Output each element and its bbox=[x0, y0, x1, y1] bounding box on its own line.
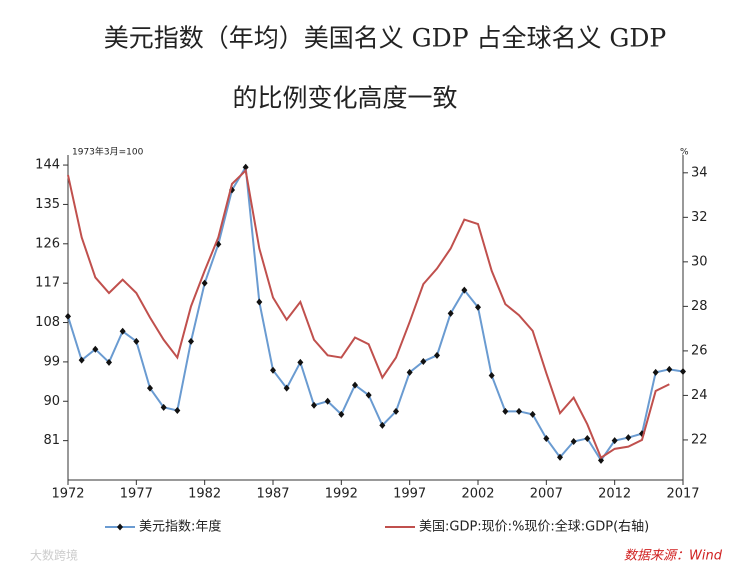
marker bbox=[283, 384, 290, 392]
y-tick-label: 135 bbox=[35, 197, 60, 212]
marker bbox=[420, 357, 427, 365]
y2-tick-label: 26 bbox=[691, 343, 708, 358]
marker bbox=[475, 303, 481, 311]
marker bbox=[352, 381, 358, 389]
marker bbox=[680, 368, 686, 376]
x-tick-label: 2012 bbox=[598, 487, 631, 502]
y2-axis-label: % bbox=[680, 148, 689, 158]
marker bbox=[78, 356, 85, 364]
y-tick-label: 90 bbox=[43, 394, 60, 409]
marker bbox=[393, 407, 399, 415]
marker bbox=[160, 403, 167, 411]
watermark: 大数跨境 bbox=[30, 548, 78, 563]
y-axis-label: 1973年3月=100 bbox=[72, 146, 144, 158]
x-tick-label: 1982 bbox=[188, 487, 221, 502]
marker bbox=[598, 456, 604, 464]
marker bbox=[106, 358, 112, 366]
marker bbox=[201, 279, 208, 287]
chart-title: 美元指数（年均）美国名义 GDP 占全球名义 GDP bbox=[104, 24, 667, 53]
marker bbox=[584, 434, 591, 442]
y2-tick-label: 30 bbox=[691, 254, 708, 269]
legend-marker bbox=[117, 523, 123, 531]
source: 数据来源：Wind bbox=[624, 549, 723, 564]
legend-label: 美国:GDP:现价:%现价:全球:GDP(右轴) bbox=[419, 519, 649, 535]
y-tick-label: 81 bbox=[43, 433, 60, 448]
marker bbox=[65, 312, 71, 320]
marker bbox=[365, 391, 372, 399]
y2-tick-label: 22 bbox=[691, 432, 708, 447]
legend-label: 美元指数:年度 bbox=[139, 519, 221, 535]
marker bbox=[311, 401, 317, 409]
marker bbox=[297, 358, 304, 366]
x-tick-label: 2017 bbox=[666, 487, 699, 502]
x-tick-label: 1997 bbox=[393, 487, 426, 502]
marker bbox=[188, 337, 194, 345]
x-tick-label: 1972 bbox=[51, 487, 84, 502]
y2-tick-label: 34 bbox=[691, 165, 708, 180]
marker bbox=[406, 368, 413, 376]
marker bbox=[516, 407, 522, 415]
marker bbox=[119, 327, 126, 335]
marker bbox=[242, 163, 249, 171]
marker bbox=[502, 407, 509, 415]
series-line bbox=[67, 164, 684, 463]
marker bbox=[625, 434, 632, 442]
marker bbox=[529, 410, 536, 418]
y-tick-label: 144 bbox=[35, 158, 60, 173]
x-tick-label: 2002 bbox=[461, 487, 494, 502]
marker bbox=[434, 351, 440, 359]
marker bbox=[379, 421, 386, 429]
y2-tick-label: 32 bbox=[691, 210, 708, 225]
marker bbox=[652, 368, 659, 376]
marker bbox=[666, 365, 673, 373]
marker bbox=[92, 345, 99, 353]
marker bbox=[133, 337, 140, 345]
x-tick-label: 1992 bbox=[325, 487, 358, 502]
marker bbox=[488, 371, 495, 379]
marker bbox=[324, 397, 331, 405]
marker bbox=[461, 286, 468, 294]
y-tick-label: 126 bbox=[35, 236, 60, 251]
chart-subtitle: 的比例变化高度一致 bbox=[232, 84, 457, 113]
marker bbox=[256, 298, 263, 306]
x-tick-label: 1977 bbox=[120, 487, 153, 502]
y-tick-label: 99 bbox=[43, 354, 60, 369]
y-tick-label: 108 bbox=[35, 315, 60, 330]
marker bbox=[147, 384, 153, 392]
marker bbox=[270, 366, 276, 374]
marker bbox=[338, 410, 345, 418]
y2-tick-label: 24 bbox=[691, 388, 708, 403]
y2-tick-label: 28 bbox=[691, 299, 708, 314]
x-tick-label: 1987 bbox=[256, 487, 289, 502]
y-tick-label: 117 bbox=[35, 276, 60, 291]
marker bbox=[543, 434, 550, 442]
series-line bbox=[67, 168, 670, 460]
marker bbox=[611, 437, 618, 445]
marker bbox=[570, 438, 577, 446]
marker bbox=[174, 406, 181, 414]
marker bbox=[447, 309, 454, 317]
marker bbox=[557, 453, 563, 461]
x-tick-label: 2007 bbox=[530, 487, 563, 502]
